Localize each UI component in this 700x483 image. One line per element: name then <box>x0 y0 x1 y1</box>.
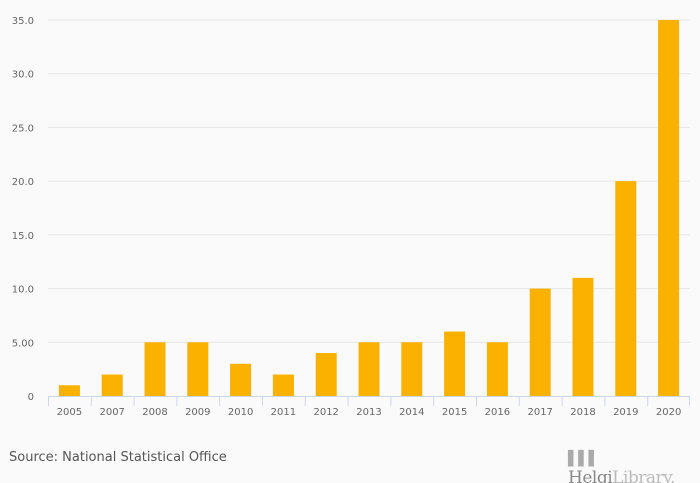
y-tick-label: 20.0 <box>12 177 34 188</box>
x-tick-label: 2012 <box>313 407 338 418</box>
x-tick-label: 2008 <box>142 407 167 418</box>
bar-2007 <box>101 374 123 396</box>
bar-2009 <box>187 342 209 396</box>
y-tick-label: 10.0 <box>12 285 34 296</box>
bar-2018 <box>572 277 594 396</box>
bar-2011 <box>272 374 294 396</box>
bar-2019 <box>615 181 637 396</box>
x-tick-label: 2011 <box>271 407 296 418</box>
bar-2013 <box>358 342 380 396</box>
x-tick-label: 2018 <box>570 407 595 418</box>
y-tick-label: 30.0 <box>12 70 34 81</box>
bar-2012 <box>315 353 337 396</box>
x-tick-label: 2020 <box>656 407 681 418</box>
bar-2020 <box>658 20 680 396</box>
y-tick-label: 15.0 <box>12 231 34 242</box>
bar-2017 <box>529 288 551 396</box>
x-tick-label: 2019 <box>613 407 638 418</box>
logo-icon: ▌▌▌ <box>568 451 599 467</box>
source-note: Source: National Statistical Office <box>9 450 227 465</box>
x-tick-label: 2013 <box>356 407 381 418</box>
bar-chart: 0 5.00 10.0 15.0 20.0 25.0 30.0 35.0 2005 2007 200… <box>12 16 690 418</box>
x-tick-label: 2005 <box>57 407 82 418</box>
logo-text-helgi: Helgi <box>568 468 613 483</box>
x-tick-label: 2007 <box>99 407 124 418</box>
x-tick-label: 2010 <box>228 407 253 418</box>
x-tick-label: 2014 <box>399 407 424 418</box>
bar-2008 <box>144 342 166 396</box>
x-tick-label: 2015 <box>442 407 467 418</box>
x-tick-label: 2009 <box>185 407 210 418</box>
helgi-library-logo[interactable]: ▌▌▌ HelgiLibrary. <box>568 448 700 483</box>
y-tick-label: 25.0 <box>12 123 34 134</box>
bar-2005 <box>58 385 80 396</box>
bar-2014 <box>401 342 423 396</box>
x-tick-label: 2017 <box>527 407 552 418</box>
logo-text-library: Library. <box>612 468 675 483</box>
bar-2010 <box>230 363 252 396</box>
y-tick-label: 0 <box>28 392 34 403</box>
x-tick-label: 2016 <box>485 407 510 418</box>
bar-2015 <box>444 331 466 396</box>
y-tick-label: 5.00 <box>12 338 34 349</box>
bar-2016 <box>486 342 508 396</box>
y-tick-label: 35.0 <box>12 16 34 27</box>
